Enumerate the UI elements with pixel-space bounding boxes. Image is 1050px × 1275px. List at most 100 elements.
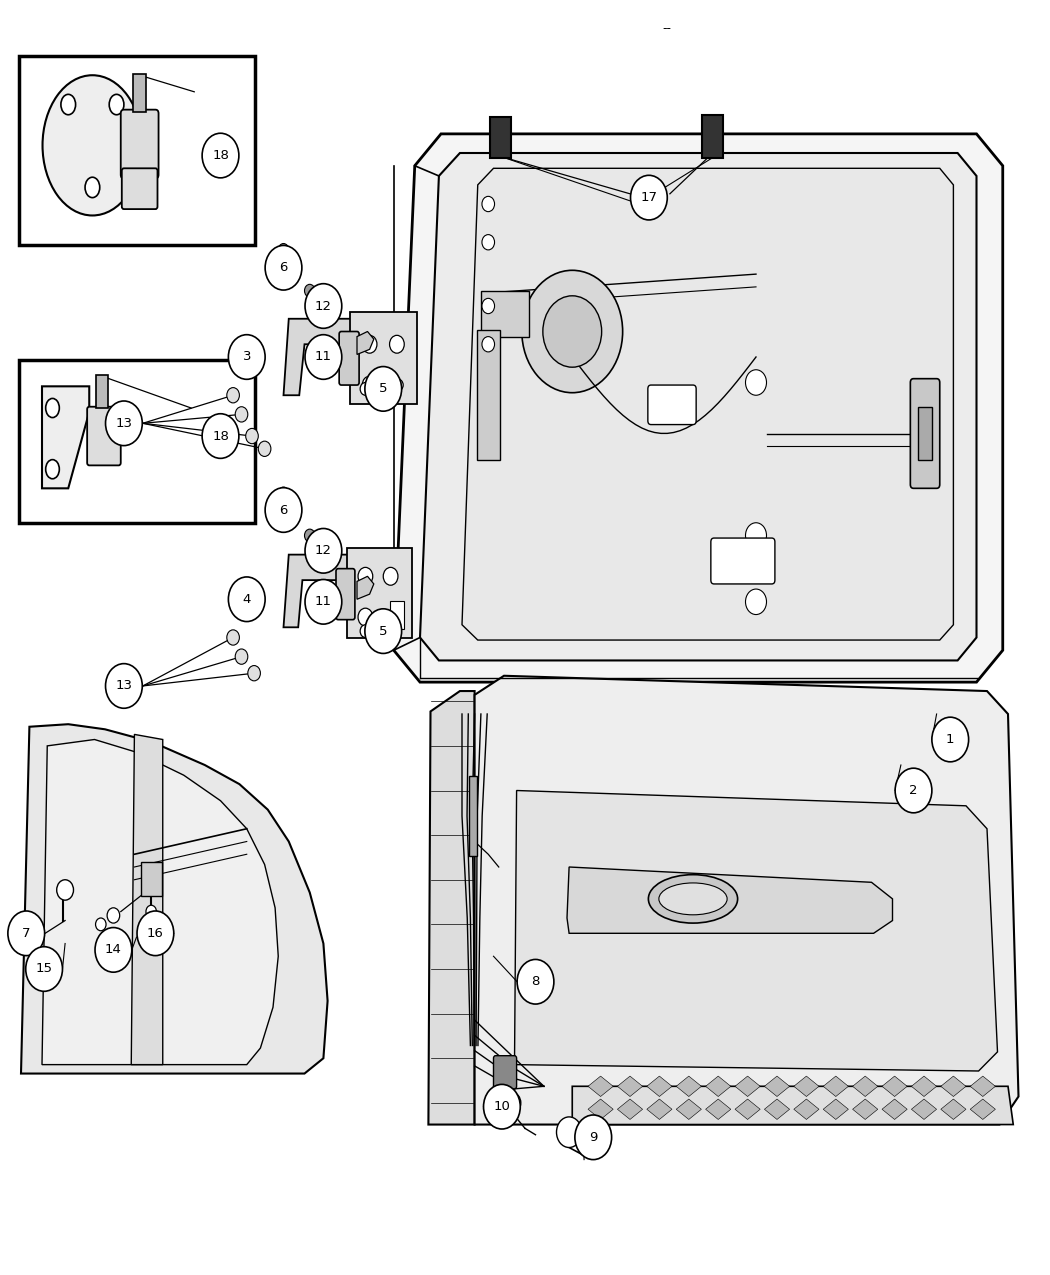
FancyBboxPatch shape: [19, 360, 255, 523]
FancyBboxPatch shape: [477, 330, 500, 460]
Circle shape: [482, 235, 495, 250]
FancyBboxPatch shape: [339, 332, 359, 385]
Polygon shape: [42, 740, 278, 1065]
Circle shape: [227, 630, 239, 645]
Circle shape: [358, 608, 373, 626]
Circle shape: [265, 488, 302, 533]
Circle shape: [304, 284, 315, 297]
Ellipse shape: [391, 379, 403, 391]
Polygon shape: [428, 691, 475, 1125]
FancyBboxPatch shape: [494, 1056, 517, 1089]
Text: 12: 12: [315, 544, 332, 557]
Polygon shape: [131, 734, 163, 1065]
Circle shape: [136, 910, 174, 956]
FancyBboxPatch shape: [96, 375, 108, 408]
Text: 9: 9: [589, 1131, 597, 1144]
Circle shape: [630, 176, 668, 219]
Circle shape: [107, 908, 120, 923]
Circle shape: [575, 1114, 611, 1160]
Polygon shape: [764, 1076, 790, 1096]
Circle shape: [383, 567, 398, 585]
Polygon shape: [475, 676, 1018, 1125]
FancyBboxPatch shape: [490, 117, 511, 158]
Circle shape: [304, 335, 342, 380]
Circle shape: [8, 910, 44, 956]
Circle shape: [746, 589, 766, 615]
Circle shape: [482, 298, 495, 314]
Polygon shape: [357, 332, 374, 354]
Polygon shape: [647, 1076, 672, 1096]
Text: 7: 7: [22, 927, 30, 940]
FancyBboxPatch shape: [390, 601, 404, 629]
Polygon shape: [970, 1076, 995, 1096]
Circle shape: [96, 928, 132, 972]
Polygon shape: [823, 1099, 848, 1119]
Polygon shape: [21, 724, 328, 1074]
Polygon shape: [882, 1099, 907, 1119]
Polygon shape: [284, 555, 349, 627]
Circle shape: [932, 717, 968, 762]
Polygon shape: [567, 867, 892, 933]
Text: 14: 14: [105, 944, 122, 956]
Polygon shape: [420, 153, 976, 660]
Ellipse shape: [85, 177, 100, 198]
Circle shape: [57, 880, 74, 900]
Text: 4: 4: [243, 593, 251, 606]
Polygon shape: [514, 790, 998, 1071]
FancyBboxPatch shape: [336, 569, 355, 620]
Text: --: --: [663, 22, 671, 34]
Circle shape: [556, 1117, 582, 1148]
Circle shape: [543, 296, 602, 367]
Text: 18: 18: [212, 149, 229, 162]
Text: 6: 6: [279, 261, 288, 274]
Circle shape: [235, 649, 248, 664]
Circle shape: [246, 428, 258, 444]
FancyBboxPatch shape: [19, 56, 255, 245]
Circle shape: [202, 134, 239, 177]
Text: 11: 11: [315, 595, 332, 608]
Polygon shape: [764, 1099, 790, 1119]
Circle shape: [517, 959, 554, 1005]
Circle shape: [229, 335, 265, 380]
Text: 16: 16: [147, 927, 164, 940]
Ellipse shape: [649, 875, 737, 923]
Polygon shape: [911, 1076, 937, 1096]
FancyBboxPatch shape: [346, 548, 412, 638]
Text: 3: 3: [243, 351, 251, 363]
Text: 8: 8: [531, 975, 540, 988]
Polygon shape: [394, 134, 1003, 682]
Circle shape: [105, 400, 142, 446]
Circle shape: [304, 529, 342, 574]
Text: 17: 17: [640, 191, 657, 204]
Ellipse shape: [109, 94, 124, 115]
Circle shape: [229, 576, 265, 622]
Circle shape: [360, 625, 371, 638]
Polygon shape: [706, 1076, 731, 1096]
Circle shape: [304, 284, 342, 329]
Polygon shape: [735, 1099, 760, 1119]
Circle shape: [278, 487, 289, 500]
Circle shape: [746, 370, 766, 395]
Ellipse shape: [659, 882, 727, 915]
Text: 5: 5: [379, 625, 387, 638]
Polygon shape: [462, 168, 953, 640]
Polygon shape: [357, 576, 374, 599]
Circle shape: [248, 666, 260, 681]
Circle shape: [362, 376, 377, 394]
Circle shape: [483, 1084, 521, 1130]
Circle shape: [522, 270, 623, 393]
Polygon shape: [617, 1076, 643, 1096]
Polygon shape: [572, 1086, 1013, 1125]
Circle shape: [265, 245, 302, 291]
Text: 10: 10: [494, 1100, 510, 1113]
Text: 2: 2: [909, 784, 918, 797]
Circle shape: [304, 579, 342, 623]
Text: 15: 15: [36, 963, 52, 975]
Circle shape: [362, 335, 377, 353]
Circle shape: [360, 382, 371, 395]
FancyBboxPatch shape: [122, 168, 158, 209]
Text: 18: 18: [212, 430, 229, 442]
Polygon shape: [794, 1076, 819, 1096]
Circle shape: [304, 529, 315, 542]
FancyBboxPatch shape: [141, 862, 162, 896]
